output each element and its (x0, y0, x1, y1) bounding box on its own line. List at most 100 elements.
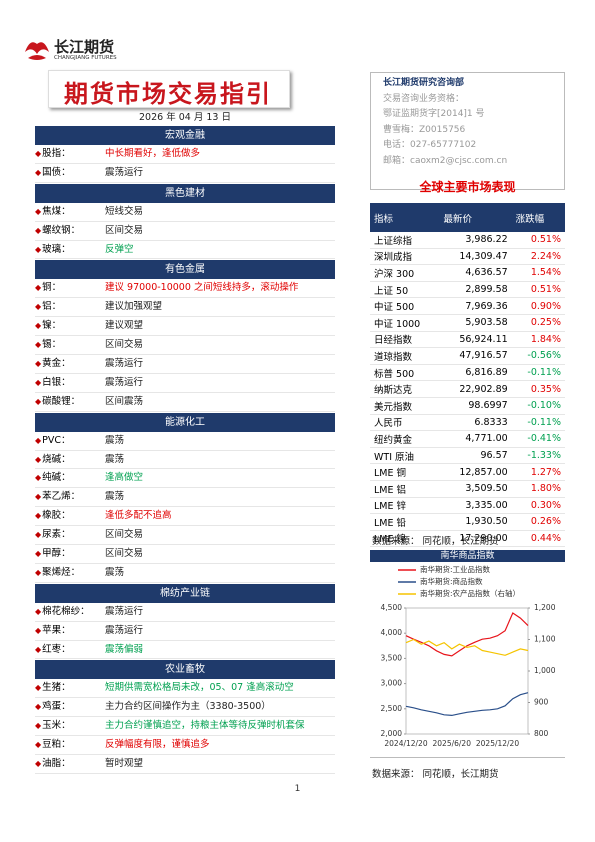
strategy-text: 逢高做空 (105, 472, 144, 484)
latest-price: 47,916.57 (439, 347, 512, 365)
index-name: 上证 50 (370, 281, 440, 299)
strategy-text: 主力合约谨慎追空，持粮主体等待反弹时机套保 (105, 720, 305, 732)
strategy-text: 震荡运行 (105, 166, 144, 178)
strategy-text: 逢低多配不追高 (105, 510, 172, 522)
product-name: 豆粕： (35, 736, 105, 754)
product-name: 红枣： (35, 641, 105, 659)
strategy-row: 苹果：震荡运行 (35, 622, 335, 641)
market-row: 深圳成指 14,309.47 2.24% (370, 248, 565, 266)
latest-price: 22,902.89 (439, 380, 512, 398)
index-name: 纽约黄金 (370, 430, 440, 448)
latest-price: 2,899.58 (439, 281, 512, 299)
strategy-row: 苯乙烯：震荡 (35, 488, 335, 508)
plot-frame (405, 607, 529, 735)
strategy-list: 宏观金融股指：中长期看好，逢低做多国债：震荡运行黑色建材焦煤：短线交易螺纹钢：区… (35, 125, 335, 774)
latest-price: 4,636.57 (439, 264, 512, 282)
strategy-text: 建议加强观望 (105, 301, 163, 313)
market-row: LME 铜 12,857.00 1.27% (370, 463, 565, 481)
strategy-text: 区间交易 (105, 224, 144, 236)
strategy-row: 股指：中长期看好，逢低做多 (35, 145, 335, 164)
strategy-row: 生猪：短期供需宽松格局未改，05、07 逢高滚动空 (35, 679, 335, 699)
change-pct: 0.26% (511, 513, 565, 531)
change-pct: -0.10% (511, 397, 565, 415)
product-name: 苯乙烯： (35, 488, 105, 506)
strategy-text: 震荡运行 (105, 376, 144, 388)
strategy-text: 震荡 (105, 434, 125, 446)
change-pct: 0.44% (511, 530, 565, 548)
strategy-row: 豆粕：反弹幅度有限，谨慎追多 (35, 736, 335, 756)
strategy-text: 反弹空 (105, 243, 134, 255)
change-pct: -1.33% (511, 447, 565, 465)
product-name: 玉米： (35, 717, 105, 735)
strategy-row: PVC：震荡 (35, 432, 335, 451)
column-header: 指标 (370, 203, 440, 232)
market-row: 标普 500 6,816.89 -0.11% (370, 364, 565, 382)
strategy-text: 主力合约区间操作为主（3380-3500） (105, 701, 271, 713)
strategy-text: 区间震荡 (105, 395, 144, 407)
section-header: 宏观金融 (35, 126, 335, 145)
product-name: 棉花棉纱： (35, 603, 105, 621)
product-name: 烧碱： (35, 451, 105, 469)
section-header: 有色金属 (35, 260, 335, 280)
latest-price: 3,509.50 (439, 480, 512, 498)
chart-source: 数据来源： 同花顺，长江期货 (372, 769, 499, 780)
latest-price: 7,969.36 (439, 297, 512, 315)
y-tick-label: 3,000 (381, 679, 403, 688)
contact-line: 鄂证监期货字[2014]1 号 (383, 109, 485, 119)
y2-tick-label: 1,000 (534, 666, 556, 675)
product-name: 铝： (35, 298, 105, 316)
strategy-text: 区间交易 (105, 529, 144, 541)
legend-label: 南华期货:商品指数 (420, 576, 483, 586)
market-row: LME 铅 1,930.50 0.26% (370, 513, 565, 531)
product-name: 甲醇： (35, 545, 105, 563)
change-pct: 1.27% (511, 463, 565, 481)
product-name: 锡： (35, 336, 105, 354)
legend-label: 南华期货:工业品指数 (420, 564, 491, 574)
doc-title: 期货市场交易指引 (64, 80, 272, 108)
product-name: PVC： (35, 432, 105, 450)
latest-price: 6,816.89 (439, 364, 512, 382)
product-name: 镍： (35, 317, 105, 335)
latest-price: 6.8333 (439, 414, 512, 432)
market-row: 上证 50 2,899.58 0.51% (370, 281, 565, 299)
product-name: 焦煤： (35, 203, 105, 221)
index-name: 中证 500 (370, 297, 440, 315)
section-header: 农业畜牧 (35, 660, 335, 680)
change-pct: 0.51% (511, 232, 565, 249)
latest-price: 5,903.58 (439, 314, 512, 332)
series-line (405, 692, 529, 717)
change-pct: -0.11% (511, 364, 565, 382)
logo-name: 长江期货 (54, 38, 115, 56)
latest-price: 12,857.00 (439, 463, 512, 481)
legend-label: 南华期货:农产品指数（右轴） (420, 588, 520, 598)
strategy-row: 甲醇：区间交易 (35, 545, 335, 564)
market-row: 中证 1000 5,903.58 0.25% (370, 314, 565, 332)
strategy-text: 震荡偏弱 (105, 643, 144, 655)
product-name: 铜： (35, 279, 105, 297)
strategy-row: 油脂：暂时观望 (35, 755, 335, 774)
column-header: 涨跌幅 (511, 203, 565, 232)
strategy-row: 铝：建议加强观望 (35, 298, 335, 318)
index-name: 纳斯达克 (370, 380, 440, 398)
strategy-text: 建议观望 (105, 320, 144, 332)
contact-department: 长江期货研究咨询部 (383, 78, 465, 88)
product-name: 苹果： (35, 622, 105, 640)
strategy-text: 短期供需宽松格局未改，05、07 逢高滚动空 (105, 682, 294, 694)
strategy-text: 震荡运行 (105, 624, 144, 636)
y2-tick-label: 800 (534, 729, 549, 738)
strategy-text: 建议 97000-10000 之间短线持多，滚动操作 (105, 282, 299, 294)
index-name: LME 镍 (370, 530, 440, 548)
market-row: 纽约黄金 4,771.00 -0.41% (370, 430, 565, 448)
product-name: 纯碱： (35, 469, 105, 487)
product-name: 股指： (35, 145, 105, 163)
product-name: 尿素： (35, 526, 105, 544)
index-name: LME 铅 (370, 513, 440, 531)
change-pct: 1.54% (511, 264, 565, 282)
product-name: 螺纹钢： (35, 222, 105, 240)
index-name: 人民币 (370, 414, 440, 432)
market-table: 指标 最新价 涨跌幅 上证综指 3,986.22 0.51% 深圳成指 14,309.47 2.… (370, 203, 565, 548)
section-header: 棉纺产业链 (35, 583, 335, 603)
index-name: LME 锌 (370, 497, 440, 515)
product-name: 黄金： (35, 355, 105, 373)
